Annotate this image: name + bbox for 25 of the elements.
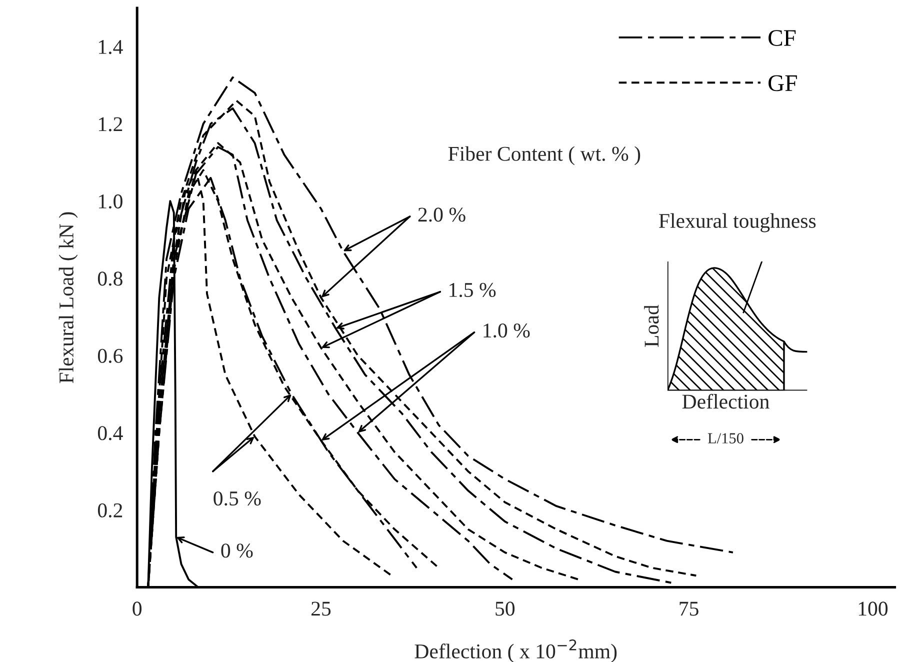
- annotation: Deflection: [682, 394, 770, 409]
- x-tick-label: 25: [312, 602, 331, 616]
- y-tick-label: 1.0: [99, 194, 122, 209]
- annotation: L/150: [708, 433, 744, 444]
- x-tick-label: 75: [680, 602, 698, 616]
- y-tick-label: 1.2: [99, 117, 122, 132]
- annotation: 2.0 %: [418, 208, 466, 222]
- x-tick-label: 100: [858, 602, 888, 616]
- annotation: 1.5 %: [450, 282, 496, 298]
- x-tick-label: 0: [132, 602, 142, 616]
- y-tick-label: 0.4: [98, 426, 123, 440]
- y-axis-title: Flexural Load ( kN ): [58, 212, 78, 384]
- y-tick-label: 1.4: [99, 40, 123, 54]
- annotation: Flexural toughness: [659, 213, 816, 232]
- annotation: 1.0 %: [484, 323, 530, 338]
- annotation: 0.5 %: [214, 491, 261, 506]
- y-tick-label: 0.8: [98, 272, 122, 286]
- y-tick-label: 0.2: [98, 503, 122, 518]
- text: GF: [768, 75, 797, 92]
- x-tick-label: 50: [496, 602, 515, 616]
- annotation: 0 %: [221, 544, 253, 558]
- y-tick-label: 0.6: [98, 348, 123, 364]
- annotation: Load: [644, 304, 659, 347]
- text: CF: [768, 30, 796, 46]
- annotation: Fiber Content ( wt. % ): [448, 146, 640, 166]
